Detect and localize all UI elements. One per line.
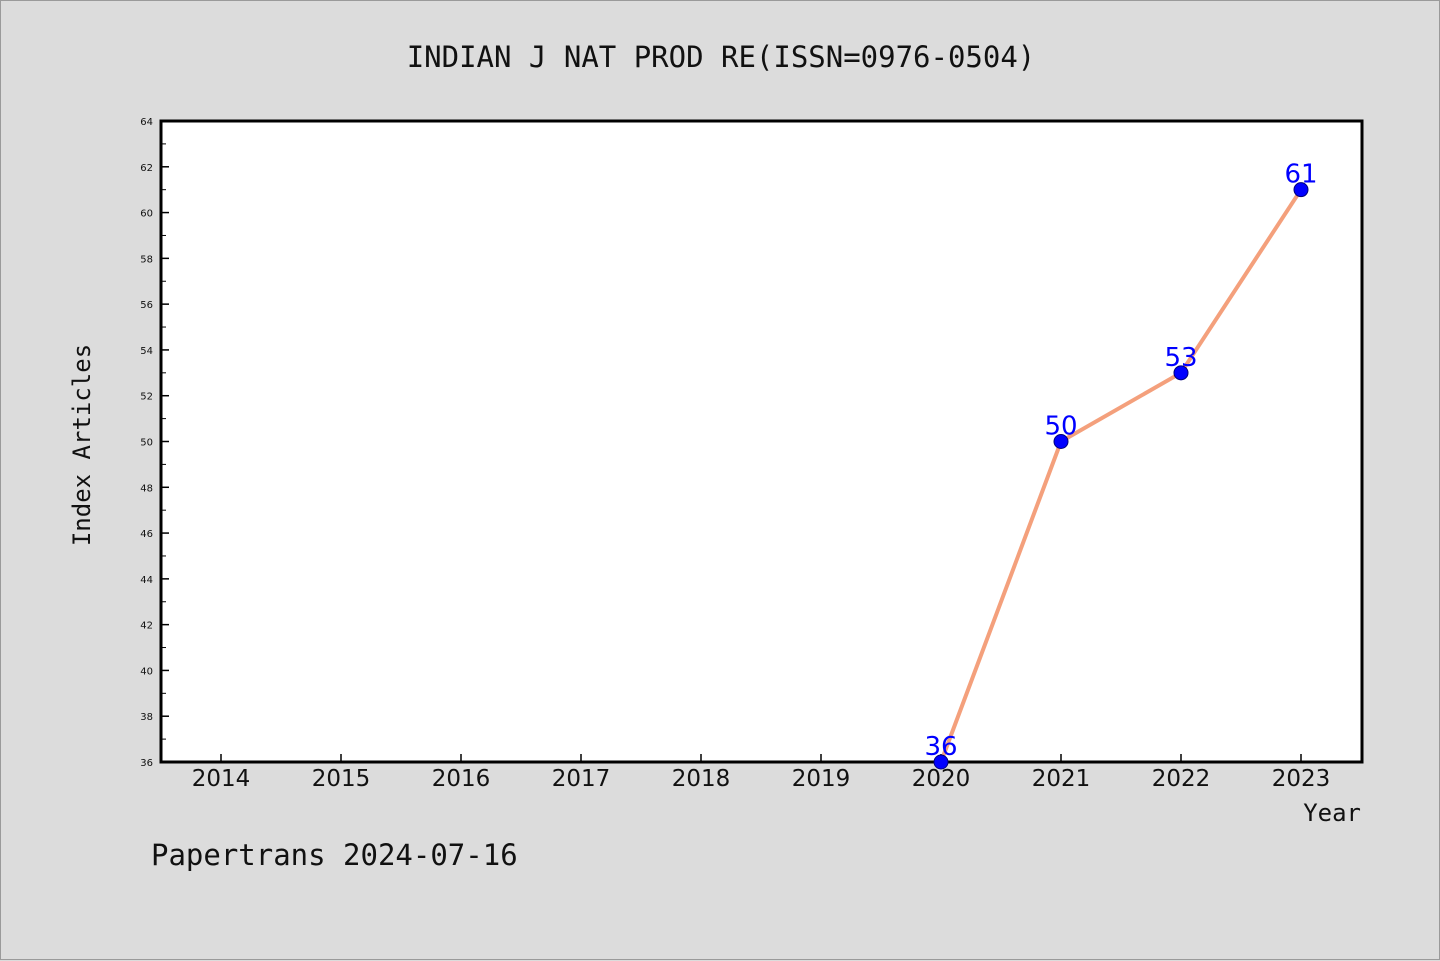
- series-group: 36 50 53 61: [924, 160, 1318, 770]
- x-tick-label: 2016: [432, 766, 491, 792]
- data-point: [933, 754, 949, 770]
- chart-title: INDIAN J NAT PROD RE(ISSN=0976-0504): [407, 40, 1036, 74]
- x-axis-title: Year: [1303, 799, 1361, 827]
- y-tick-label: 62: [140, 163, 153, 174]
- data-point: [1053, 434, 1069, 449]
- y-tick-label: 56: [140, 300, 153, 311]
- data-label: 61: [1284, 160, 1317, 190]
- y-tick-label: 64: [140, 117, 153, 128]
- data-point: [1173, 365, 1189, 381]
- x-tick-label: 2014: [192, 766, 251, 792]
- y-axis-title: Index Articles: [68, 344, 96, 546]
- y-tick-label: 42: [140, 621, 153, 632]
- x-tick-label: 2017: [552, 766, 611, 792]
- y-tick-label: 50: [140, 438, 153, 449]
- series-line: [939, 188, 1303, 763]
- y-tick-label: 48: [140, 483, 153, 494]
- x-tick-label: 2015: [312, 766, 371, 792]
- y-tick-label: 38: [140, 712, 153, 723]
- x-tick-label: 2021: [1032, 766, 1091, 792]
- x-tick-label: 2019: [792, 766, 851, 792]
- y-tick-label: 40: [140, 666, 153, 677]
- y-tick-label: 52: [140, 392, 153, 403]
- y-tick-label: 36: [140, 758, 153, 769]
- x-tick-label: 2018: [672, 766, 731, 792]
- plot-area: [159, 119, 1364, 764]
- y-tick-label: 46: [140, 529, 153, 540]
- data-point: [1293, 182, 1309, 198]
- y-tick-label: 58: [140, 254, 153, 265]
- x-axis: 2014 2015 2016 2017 2018 2019 2020 2021 2022 2023: [192, 754, 1331, 792]
- x-tick-label: 2022: [1152, 766, 1211, 792]
- y-tick-label: 44: [140, 575, 153, 586]
- x-tick-label: 2023: [1272, 766, 1331, 792]
- data-label: 36: [924, 732, 957, 762]
- y-axis: 36 38 40 42 44 46 48 50 52 54 56 58 60 62 64: [140, 117, 169, 769]
- y-tick-label: 60: [140, 209, 153, 220]
- y-tick-label: 54: [140, 346, 153, 357]
- data-label: 53: [1164, 343, 1197, 373]
- data-label: 50: [1044, 412, 1077, 442]
- x-tick-label: 2020: [912, 766, 971, 792]
- footer-text: Papertrans 2024-07-16: [151, 838, 518, 872]
